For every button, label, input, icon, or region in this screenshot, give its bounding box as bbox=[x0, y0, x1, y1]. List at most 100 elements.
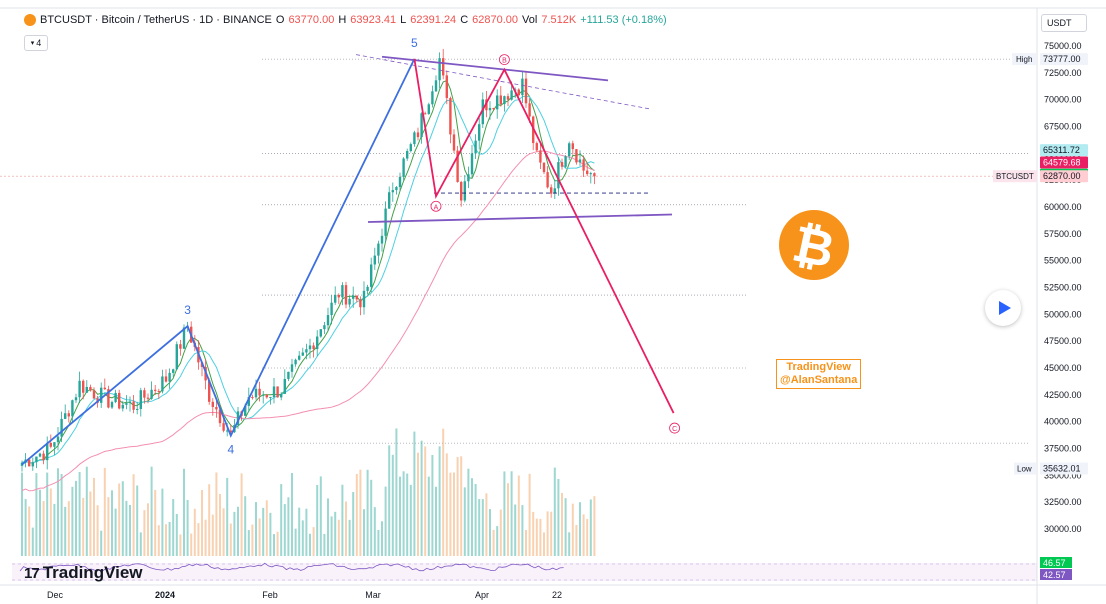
candle-body bbox=[110, 402, 114, 408]
volume-bar bbox=[154, 489, 157, 556]
volume-bar bbox=[240, 473, 243, 556]
volume-bar bbox=[543, 532, 545, 556]
upper-channel-line[interactable] bbox=[381, 55, 609, 82]
candle-body bbox=[564, 156, 567, 167]
x-tick-label: Mar bbox=[365, 590, 381, 600]
volume-bar bbox=[474, 483, 477, 556]
volume-bar bbox=[413, 431, 416, 556]
lower-channel-line[interactable] bbox=[367, 213, 673, 223]
indicators-toggle-button[interactable]: ▾ 4 bbox=[24, 35, 48, 51]
candle-body bbox=[380, 235, 384, 244]
volume-bar bbox=[366, 469, 369, 556]
candle-body bbox=[445, 75, 448, 99]
low-tag-bg bbox=[1014, 462, 1036, 475]
play-replay-button[interactable] bbox=[985, 290, 1021, 326]
volume-bar bbox=[431, 455, 434, 556]
low-label: L bbox=[400, 14, 407, 26]
volume-bar bbox=[186, 499, 189, 556]
volume-bar bbox=[258, 518, 261, 556]
candle-body bbox=[460, 182, 463, 201]
candle-body bbox=[139, 390, 142, 409]
candle-body bbox=[31, 462, 34, 467]
volume-bar bbox=[193, 508, 196, 556]
low-price-tag: 35632.01 bbox=[1043, 464, 1081, 474]
candle-body bbox=[157, 390, 160, 392]
logo-text: TradingView bbox=[42, 563, 143, 582]
volume-bar bbox=[377, 529, 380, 556]
dashed-trendline[interactable] bbox=[355, 54, 653, 110]
volume-bar bbox=[139, 532, 142, 556]
y-tick-label: 42500.00 bbox=[1044, 390, 1082, 400]
rsi-tag1-bg bbox=[1040, 557, 1072, 568]
y-tick-label: 55000.00 bbox=[1044, 256, 1082, 266]
high-label: H bbox=[338, 14, 347, 26]
candle-body bbox=[344, 285, 348, 305]
candle-body bbox=[143, 390, 146, 398]
candle-body bbox=[175, 344, 178, 370]
volume-bar bbox=[532, 511, 535, 556]
x-tick-label: Apr bbox=[475, 590, 489, 600]
y-tick-label: 57500.00 bbox=[1044, 229, 1082, 239]
candle-body bbox=[312, 345, 315, 350]
candle-body bbox=[161, 376, 164, 392]
candle-body bbox=[128, 401, 132, 404]
candle-body bbox=[463, 181, 466, 201]
abc-correction-line[interactable] bbox=[413, 58, 675, 414]
volume-bar bbox=[323, 533, 326, 556]
candle-body bbox=[38, 453, 42, 457]
candle-body bbox=[211, 401, 214, 407]
volume-bar bbox=[478, 499, 481, 556]
wave-5-label: 5 bbox=[411, 36, 418, 50]
volume-bar bbox=[46, 472, 49, 556]
volume-bar bbox=[359, 469, 362, 556]
volume-bar bbox=[31, 527, 34, 556]
candle-body bbox=[348, 298, 351, 305]
candle-body bbox=[413, 132, 416, 145]
candle-body bbox=[319, 329, 322, 337]
candle-body bbox=[503, 96, 506, 105]
volume-bar bbox=[273, 534, 275, 556]
author-watermark: TradingView @AlanSantana bbox=[776, 359, 862, 389]
candle-body bbox=[416, 132, 420, 138]
volume-bar bbox=[503, 471, 506, 556]
x-tick-label: 22 bbox=[552, 590, 562, 600]
candle-body bbox=[370, 264, 373, 287]
x-tick-label: Dec bbox=[47, 590, 64, 600]
candle-body bbox=[474, 140, 477, 154]
symbol-title[interactable]: BTCUSDT · Bitcoin / TetherUS · 1D · BINA… bbox=[40, 14, 272, 26]
candle-body bbox=[46, 442, 49, 461]
candle-body bbox=[215, 406, 218, 410]
currency-select[interactable]: USDT bbox=[1041, 14, 1087, 32]
volume-bar bbox=[553, 467, 556, 556]
candle-body bbox=[179, 344, 182, 349]
candle-body bbox=[35, 456, 38, 463]
candle-body bbox=[341, 285, 344, 298]
volume-bar bbox=[496, 526, 499, 556]
volume-bar bbox=[481, 499, 484, 556]
volume-bar bbox=[53, 503, 56, 556]
candle-body bbox=[283, 378, 286, 394]
candle-body bbox=[528, 103, 531, 117]
volume-bar bbox=[309, 533, 311, 556]
moving-average-line bbox=[21, 150, 595, 492]
volume-bar bbox=[179, 534, 182, 556]
volume-bar bbox=[489, 509, 491, 556]
candle-body bbox=[89, 386, 92, 391]
impulse-wave-line[interactable] bbox=[21, 58, 416, 466]
tradingview-logo[interactable]: 17 TradingView bbox=[24, 563, 143, 583]
ma2-price-tag: 64579.68 bbox=[1043, 157, 1081, 167]
volume-bar bbox=[107, 497, 110, 556]
high-tag-bg bbox=[1012, 53, 1036, 66]
candle-body bbox=[427, 104, 430, 114]
volume-bar bbox=[334, 511, 337, 556]
candle-body bbox=[56, 436, 60, 443]
candle-body bbox=[553, 188, 556, 194]
candle-body bbox=[78, 380, 81, 398]
volume-bar bbox=[438, 446, 441, 556]
candle-body bbox=[535, 143, 538, 151]
candle-body bbox=[492, 107, 495, 110]
candle-body bbox=[524, 78, 528, 104]
candle-body bbox=[262, 394, 265, 396]
volume-bar bbox=[348, 519, 351, 556]
